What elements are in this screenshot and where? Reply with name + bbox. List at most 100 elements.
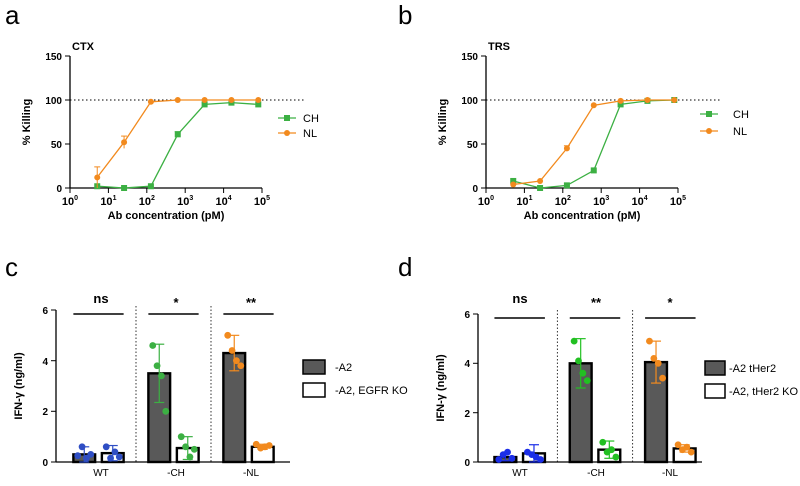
panel-letter-d: d xyxy=(398,252,412,282)
panel-d-ytick: 6 xyxy=(464,310,470,321)
replicate-point xyxy=(683,443,691,451)
replicate-point xyxy=(102,443,110,451)
panel-b-ytick: 150 xyxy=(461,52,478,63)
replicate-point xyxy=(111,448,119,456)
panel-c-significance: * xyxy=(173,295,179,310)
replicate-point xyxy=(659,374,666,382)
panel-a-xtick: 104 xyxy=(216,195,232,208)
panel-b-plot xyxy=(486,97,720,191)
data-point xyxy=(563,182,570,189)
panel-a-ytick: 0 xyxy=(56,184,62,195)
replicate-point xyxy=(504,448,511,456)
panel-b: b TRS 0 50 100 150 100 101 102 103 104 1… xyxy=(398,0,749,222)
panel-b-title: TRS xyxy=(488,41,510,53)
panel-d-legend: -A2 tHer2 -A2, tHer2 KO xyxy=(704,360,799,399)
panel-a-ytick: 100 xyxy=(45,96,62,107)
data-point xyxy=(590,102,597,109)
panel-a-ytick: 50 xyxy=(51,140,63,151)
panel-c-ytick: 2 xyxy=(42,407,48,418)
replicate-point xyxy=(74,452,82,460)
legend-marker-nl xyxy=(706,128,712,134)
panel-c-significance: ns xyxy=(93,291,108,306)
legend-label-ch: CH xyxy=(303,113,319,125)
replicate-point xyxy=(228,347,236,354)
panel-b-xtick: 100 xyxy=(478,195,494,208)
data-point xyxy=(590,167,597,174)
panel-d: d 0 2 4 6 IFN-γ (ng/ml) WT -CH -NL ns **… xyxy=(398,252,799,479)
replicate-point xyxy=(612,453,620,461)
data-point xyxy=(671,97,678,103)
legend-label-ch: CH xyxy=(733,109,749,121)
replicate-point xyxy=(646,337,653,345)
panel-c-y-ticks: 0 2 4 6 xyxy=(42,306,56,469)
panel-b-x-label: Ab concentration (pM) xyxy=(524,210,641,222)
data-point xyxy=(121,185,128,191)
legend-label-a2: -A2 tHer2 xyxy=(729,363,776,375)
replicate-point xyxy=(182,443,189,451)
replicate-point xyxy=(115,453,123,461)
panel-b-y-label: % Killing xyxy=(437,99,449,145)
replicate-point xyxy=(177,433,185,441)
data-point xyxy=(644,97,651,103)
replicate-point xyxy=(78,443,86,451)
replicate-point xyxy=(186,453,194,461)
panel-a-xtick: 102 xyxy=(139,195,155,208)
data-point xyxy=(201,101,208,108)
panel-a-xtick: 101 xyxy=(100,195,116,208)
panel-a-xtick: 103 xyxy=(177,195,193,208)
panel-b-xtick: 105 xyxy=(670,195,686,208)
panel-a-y-label: % Killing xyxy=(21,99,33,145)
replicate-point xyxy=(579,369,587,377)
replicate-point xyxy=(149,342,157,349)
replicate-point xyxy=(537,456,544,463)
replicate-point xyxy=(158,372,165,380)
panel-c-category: WT xyxy=(93,468,109,479)
panel-a-xtick: 100 xyxy=(62,195,78,208)
panel-c-ytick: 4 xyxy=(42,357,48,368)
panel-letter-c: c xyxy=(5,252,18,282)
replicate-point xyxy=(570,337,578,345)
panel-b-xtick: 103 xyxy=(593,195,609,208)
panel-d-significance: ns xyxy=(512,291,527,306)
replicate-point xyxy=(233,357,240,365)
data-point xyxy=(537,177,544,184)
legend-swatch-ko xyxy=(302,382,326,398)
panel-b-xtick: 101 xyxy=(516,195,532,208)
panel-b-xtick: 104 xyxy=(632,195,648,208)
panel-a-legend: CH NL xyxy=(278,113,319,140)
legend-marker-ch xyxy=(706,111,712,117)
legend-label-nl: NL xyxy=(303,128,317,140)
panel-a-plot xyxy=(70,97,304,191)
legend-swatch-a2 xyxy=(704,360,726,376)
replicate-point xyxy=(674,441,682,449)
data-point xyxy=(94,174,101,181)
data-point xyxy=(510,177,517,184)
panel-d-significance: ** xyxy=(591,295,602,310)
panel-c-plot xyxy=(72,306,275,464)
panel-d-plot xyxy=(493,310,697,464)
legend-label-nl: NL xyxy=(733,126,747,138)
replicate-point xyxy=(237,362,245,370)
legend-label-a2: -A2 xyxy=(335,362,352,374)
panel-c-ytick: 0 xyxy=(42,458,48,469)
panel-d-ytick: 0 xyxy=(464,458,470,469)
replicate-point xyxy=(583,377,591,384)
data-point xyxy=(255,97,262,103)
panel-b-ytick: 0 xyxy=(472,184,478,195)
panel-d-category: -NL xyxy=(662,468,679,479)
panel-c-legend: -A2 -A2, EGFR KO xyxy=(302,359,408,398)
data-point xyxy=(174,131,181,138)
data-point xyxy=(121,139,128,146)
data-point xyxy=(201,97,208,103)
panel-d-y-ticks: 0 2 4 6 xyxy=(464,310,478,469)
panel-d-significance: * xyxy=(667,295,673,310)
panel-b-ytick: 50 xyxy=(467,140,479,151)
replicate-point xyxy=(599,438,607,446)
replicate-point xyxy=(190,445,198,453)
panel-a: a CTX 0 50 100 150 100 101 102 103 104 1… xyxy=(5,0,319,222)
panel-a-x-ticks: 100 101 102 103 104 105 xyxy=(62,188,270,208)
panel-d-category: -CH xyxy=(587,468,605,479)
data-point xyxy=(537,185,544,191)
legend-label-ko: -A2, tHer2 KO xyxy=(729,386,799,398)
